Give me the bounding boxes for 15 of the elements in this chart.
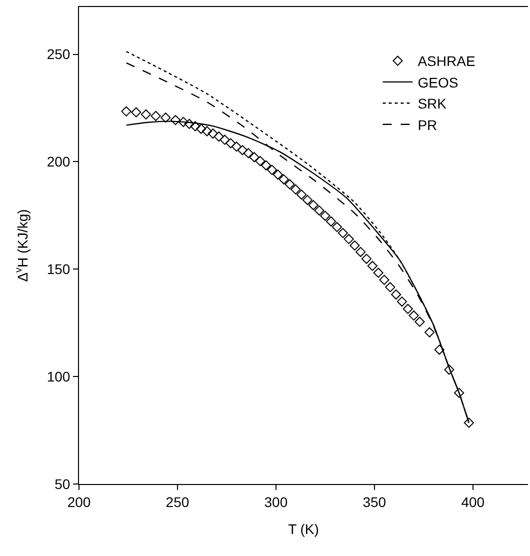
x-tick-label: 250: [166, 494, 190, 510]
legend-label: PR: [418, 116, 438, 133]
x-tick-label: 200: [67, 494, 91, 510]
x-axis-title: T (K): [288, 521, 319, 538]
legend-label: SRK: [418, 96, 448, 112]
y-tick-label: 50: [54, 476, 70, 492]
x-tick-label: 400: [461, 494, 485, 510]
x-tick-label: 300: [264, 494, 288, 510]
y-tick-label: 150: [46, 261, 70, 278]
legend-label: ASHRAE: [418, 53, 476, 70]
legend-label: GEOS: [418, 74, 458, 90]
y-tick-label: 250: [46, 46, 70, 62]
y-tick-label: 100: [46, 368, 70, 384]
x-tick-label: 350: [362, 494, 386, 510]
y-tick-label: 200: [46, 154, 70, 170]
